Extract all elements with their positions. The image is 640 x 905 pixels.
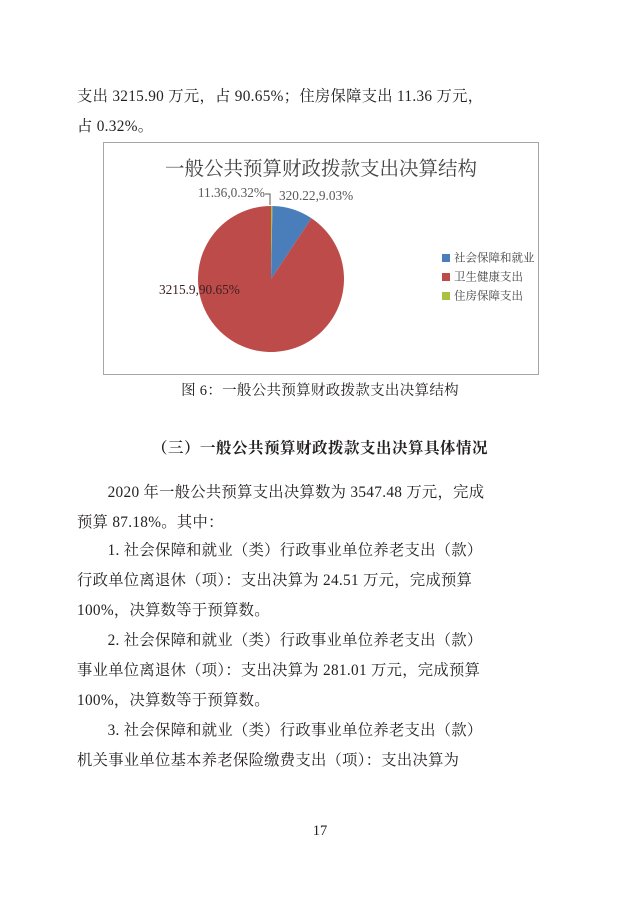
svg-text:住房保障支出: 住房保障支出 <box>454 289 523 303</box>
svg-text:320.22,9.03%: 320.22,9.03% <box>279 188 353 203</box>
svg-text:11.36,0.32%: 11.36,0.32% <box>198 185 265 200</box>
svg-text:社会保障和就业: 社会保障和就业 <box>454 251 535 265</box>
svg-text:卫生健康支出: 卫生健康支出 <box>454 270 523 284</box>
svg-text:3215.9,90.65%: 3215.9,90.65% <box>159 282 240 297</box>
